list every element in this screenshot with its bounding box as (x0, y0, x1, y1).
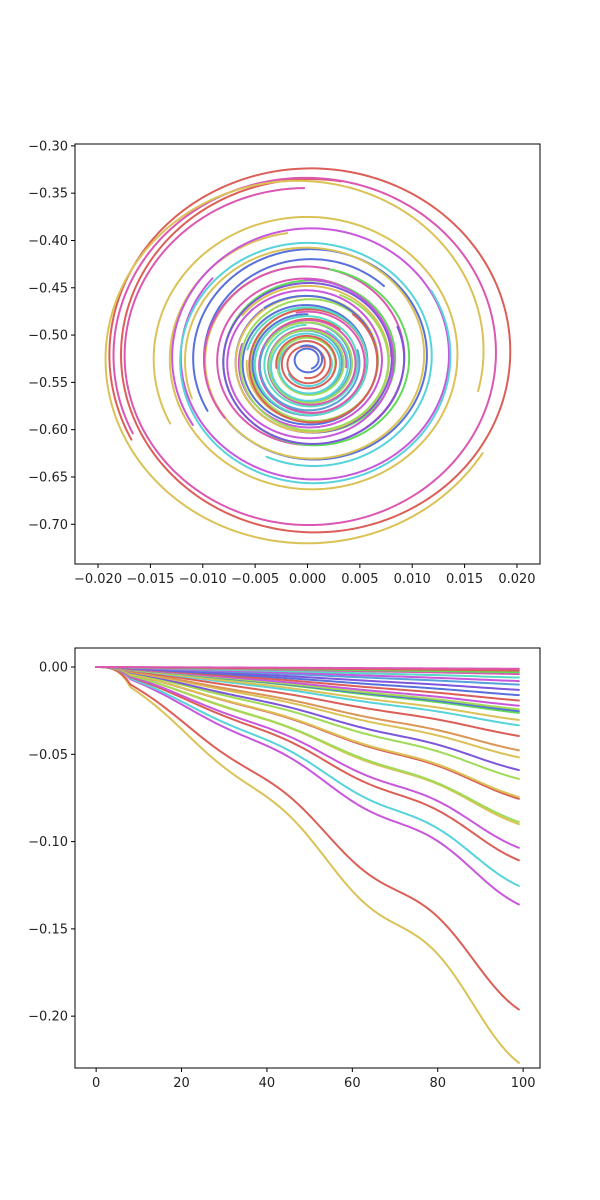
spiral-x-tick-label: 0.020 (498, 572, 535, 587)
spiral-y-tick-label: −0.30 (28, 139, 68, 154)
spiral-series-line (184, 246, 426, 460)
trajectory-series-line (95, 666, 520, 799)
trajectory-x-tick-label: 60 (344, 1076, 361, 1091)
trajectory-plot: 0 20 40 60 80 100 0.00 −0.05 −0.10 −0.15 −0.20 (28, 647, 541, 1091)
trajectory-x-tick-label: 80 (429, 1076, 446, 1091)
spiral-y-tick-label: −0.60 (28, 423, 68, 438)
spiral-series-line (171, 227, 450, 481)
trajectory-x-tick-label: 100 (511, 1076, 536, 1091)
trajectory-series-line (95, 666, 520, 906)
spiral-series-line (264, 321, 354, 404)
spiral-y-tick-label: −0.70 (28, 518, 68, 533)
spiral-series-line (192, 248, 428, 461)
spiral-y-tick-label: −0.50 (28, 329, 68, 344)
spiral-series-line (203, 265, 406, 446)
trajectory-series-line (95, 666, 520, 737)
spiral-x-tick-label: 0.010 (394, 572, 431, 587)
spiral-series-line (112, 176, 497, 527)
spiral-x-tick-label: 0.000 (289, 572, 326, 587)
spiral-frame (74, 143, 541, 565)
trajectory-series-line (95, 666, 520, 752)
spiral-series-line (275, 334, 337, 390)
spiral-series-line (104, 179, 485, 545)
spiral-series-line (270, 329, 349, 402)
trajectory-y-tick-label: 0.00 (39, 661, 68, 676)
spiral-series-line (246, 306, 369, 417)
trajectory-y-tick-label: −0.05 (28, 748, 68, 763)
spiral-y-tick-label: −0.45 (28, 281, 68, 296)
trajectory-x-tick-label: 20 (173, 1076, 190, 1091)
spiral-series-group (104, 167, 512, 545)
trajectory-series-group (95, 666, 520, 1064)
trajectory-y-tick-label: −0.10 (28, 835, 68, 850)
spiral-series-line (226, 278, 395, 440)
spiral-x-tick-label: −0.015 (126, 572, 174, 587)
trajectory-series-line (95, 666, 520, 862)
spiral-series-line (258, 310, 366, 414)
spiral-series-line (108, 167, 512, 534)
spiral-x-tick-label: −0.020 (74, 572, 122, 587)
spiral-series-line (239, 294, 390, 432)
spiral-x-tick-label: 0.015 (446, 572, 483, 587)
trajectory-y-tick-label: −0.20 (28, 1010, 68, 1025)
spiral-x-tick-label: −0.005 (231, 572, 279, 587)
trajectory-series-line (95, 666, 520, 1064)
trajectory-frame (74, 647, 541, 1069)
trajectory-series-line (95, 666, 520, 1011)
trajectory-y-tick-label: −0.15 (28, 922, 68, 937)
trajectory-series-line (95, 666, 520, 670)
trajectory-series-line (95, 666, 520, 823)
spiral-series-line (179, 241, 452, 485)
spiral-y-tick-label: −0.40 (28, 234, 68, 249)
trajectory-series-line (95, 666, 520, 849)
spiral-y-tick-label: −0.55 (28, 376, 68, 391)
trajectory-series-line (95, 666, 520, 780)
spiral-series-line (293, 344, 324, 374)
spiral-y-tick-label: −0.35 (28, 187, 68, 202)
spiral-y-tick-label: −0.65 (28, 470, 68, 485)
spiral-x-tick-label: 0.005 (341, 572, 378, 587)
trajectory-x-tick-label: 0 (92, 1076, 100, 1091)
trajectory-series-line (95, 666, 520, 772)
spiral-x-tick-label: −0.010 (179, 572, 227, 587)
trajectory-series-line (95, 666, 520, 887)
trajectory-x-tick-label: 40 (259, 1076, 276, 1091)
spiral-series-line (152, 215, 459, 491)
spiral-plot: −0.020 −0.015 −0.010 −0.005 0.000 0.005 0.010 0… (28, 139, 541, 587)
